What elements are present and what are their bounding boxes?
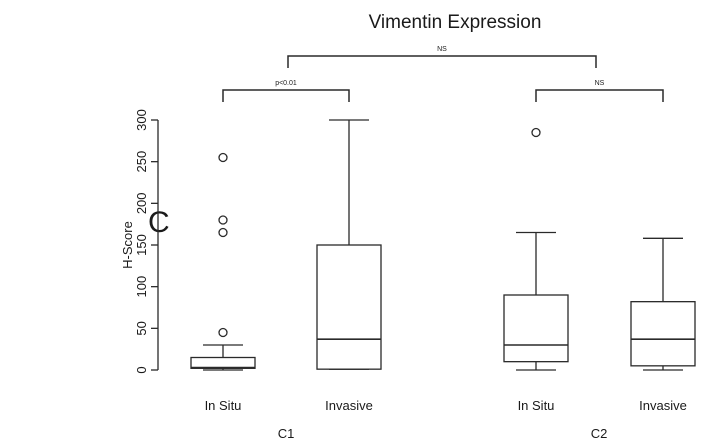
bracket-label: NS (595, 80, 605, 87)
y-tick-label-0: 0 (134, 366, 149, 373)
y-tick-label-300: 300 (134, 109, 149, 131)
y-tick-label-150: 150 (134, 234, 149, 256)
y-axis-label: H-Score (120, 221, 135, 269)
x-category-label: Invasive (325, 398, 373, 413)
y-tick-label-50: 50 (134, 321, 149, 335)
bracket-2: NS (535, 80, 664, 102)
x-category-label: In Situ (205, 398, 242, 413)
box-4 (630, 237, 696, 371)
outlier-point (218, 215, 228, 225)
x-axis-labels: In Situ Invasive In Situ Invasive C1 C2 (205, 398, 687, 441)
outlier-point (531, 127, 541, 138)
y-axis: 0 50 100 150 200 250 300 (134, 109, 159, 374)
x-group-label: C2 (591, 426, 608, 441)
bracket-line (287, 55, 597, 68)
outlier-point (218, 152, 228, 163)
bracket-label: p<0.01 (275, 80, 297, 87)
bracket-line (535, 89, 664, 102)
bracket-line (222, 89, 350, 102)
chart-title: Vimentin Expression (369, 12, 542, 33)
y-tick-label-100: 100 (134, 276, 149, 298)
outlier-point (218, 327, 228, 338)
x-category-label: Invasive (639, 398, 687, 413)
x-category-label: In Situ (518, 398, 555, 413)
box-2 (316, 119, 382, 370)
box-series (190, 119, 696, 371)
significance-brackets: p<0.01 NS NS (222, 46, 664, 102)
outlier-point (218, 227, 228, 238)
box-1 (190, 152, 256, 371)
box-iqr (190, 356, 256, 369)
box-3 (503, 127, 569, 371)
box-iqr (630, 301, 696, 367)
x-group-label: C1 (278, 426, 295, 441)
box-iqr (316, 244, 382, 370)
panel-letter: C (148, 206, 170, 239)
bracket-label: NS (437, 46, 447, 53)
bracket-3: NS (287, 46, 597, 68)
y-tick-label-200: 200 (134, 192, 149, 214)
bracket-1: p<0.01 (222, 80, 350, 102)
y-tick-label-250: 250 (134, 151, 149, 173)
box-iqr (503, 294, 569, 363)
